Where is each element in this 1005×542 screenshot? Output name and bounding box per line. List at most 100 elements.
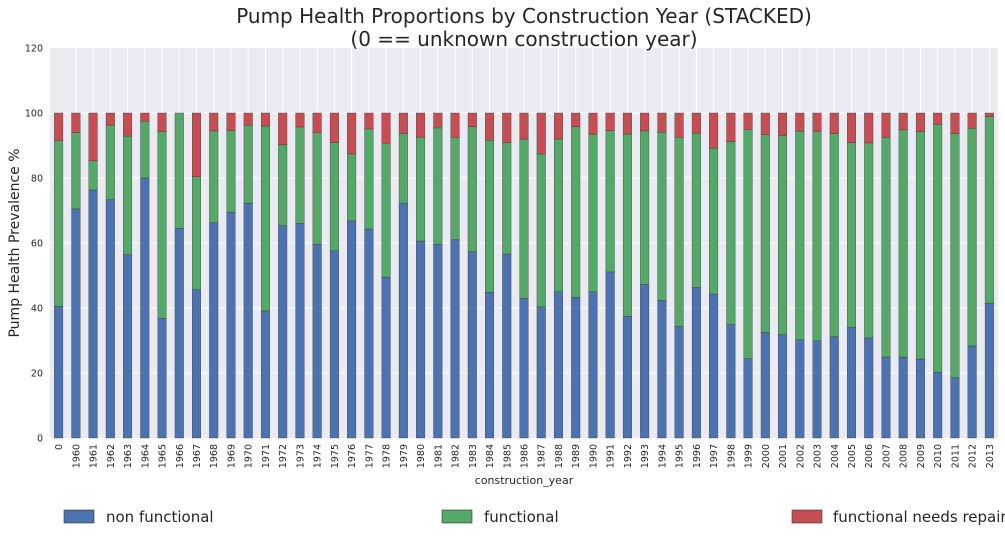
bar-functional	[588, 133, 598, 292]
bar-non-functional	[347, 220, 357, 439]
bar-functional	[726, 141, 736, 325]
bar-functional	[381, 143, 391, 278]
x-tick-label: 2012	[968, 444, 979, 468]
y-tick-label: 40	[31, 304, 43, 315]
bar-non-functional	[450, 239, 460, 439]
bar-non-functional	[709, 293, 719, 439]
x-tick-label: 2004	[830, 444, 841, 468]
bar-non-functional	[864, 337, 874, 439]
bar-non-functional	[519, 298, 529, 439]
bar-functional-needs-repair	[123, 112, 133, 137]
legend: non functional functional functional nee…	[63, 508, 1005, 526]
x-tick-label: 1972	[278, 444, 289, 468]
bar-functional	[398, 133, 408, 204]
bar-functional	[915, 131, 925, 360]
bar-functional-needs-repair	[54, 112, 64, 141]
x-tick-label: 1969	[226, 444, 237, 468]
x-tick-label: 1973	[295, 444, 306, 468]
bar-non-functional	[295, 223, 305, 439]
bar-functional-needs-repair	[967, 112, 977, 129]
x-tick-label: 1994	[657, 444, 668, 468]
bar-non-functional	[640, 284, 650, 439]
bar-functional-needs-repair	[105, 112, 115, 126]
bar-functional-needs-repair	[347, 112, 357, 155]
bar-non-functional	[278, 225, 288, 439]
bar-non-functional	[691, 287, 701, 439]
bar-non-functional	[140, 177, 150, 439]
bar-functional-needs-repair	[933, 112, 943, 125]
bar-non-functional	[71, 208, 81, 439]
x-tick-label: 1977	[364, 444, 375, 468]
x-tick-label: 2008	[899, 444, 910, 468]
bar-functional	[812, 131, 822, 341]
x-tick-label: 2013	[985, 444, 996, 468]
x-tick-label: 1998	[726, 444, 737, 468]
bar-functional-needs-repair	[812, 112, 822, 132]
bar-functional-needs-repair	[485, 112, 495, 141]
bar-non-functional	[192, 289, 201, 439]
bar-non-functional	[881, 356, 891, 439]
x-tick-label: 2006	[864, 444, 875, 468]
bar-functional	[571, 126, 581, 298]
bar-non-functional	[467, 251, 477, 439]
bar-non-functional	[502, 253, 512, 439]
bar-non-functional	[984, 302, 994, 439]
bar-non-functional	[915, 358, 925, 439]
bar-functional-needs-repair	[536, 112, 546, 155]
bar-non-functional	[54, 306, 64, 439]
bar-functional	[364, 128, 374, 230]
bar-non-functional	[536, 306, 546, 439]
bar-non-functional	[674, 326, 684, 439]
bar-functional	[278, 144, 288, 226]
bar-functional-needs-repair	[467, 112, 477, 127]
bar-non-functional	[209, 222, 219, 439]
bar-functional-needs-repair	[416, 112, 426, 138]
chart-title-line1: Pump Health Proportions by Construction …	[236, 4, 812, 28]
x-tick-label: 1992	[623, 444, 634, 468]
x-tick-label: 2007	[881, 444, 892, 468]
bar-non-functional	[778, 334, 788, 439]
x-tick-label: 1989	[571, 444, 582, 468]
bars	[54, 112, 994, 439]
bar-functional-needs-repair	[260, 112, 270, 127]
bar-functional	[71, 132, 81, 210]
x-tick-label: 1997	[709, 444, 720, 468]
bar-functional-needs-repair	[881, 112, 891, 138]
bar-non-functional	[605, 271, 615, 439]
bar-functional-needs-repair	[829, 112, 839, 134]
bar-functional-needs-repair	[847, 112, 856, 143]
bar-functional	[140, 120, 150, 179]
x-tick-label: 1996	[692, 444, 703, 468]
x-tick-label: 1995	[675, 444, 686, 468]
bar-non-functional	[364, 228, 374, 439]
bar-functional	[467, 126, 477, 252]
bar-functional	[674, 137, 684, 327]
x-tick-label: 1999	[744, 444, 755, 468]
bar-non-functional	[622, 316, 632, 439]
x-tick-label: 1970	[244, 444, 255, 468]
x-tick-label: 2010	[933, 444, 944, 468]
bar-non-functional	[967, 345, 977, 439]
bar-functional	[536, 153, 546, 307]
bar-functional	[260, 125, 270, 312]
bar-functional	[88, 160, 98, 191]
x-axis-label: construction_year	[475, 474, 574, 487]
bar-functional-needs-repair	[381, 112, 391, 144]
x-tick-label: 1968	[209, 444, 220, 468]
bar-functional	[622, 133, 632, 317]
bar-non-functional	[571, 297, 581, 439]
bar-functional-needs-repair	[778, 112, 788, 136]
bar-non-functional	[398, 203, 408, 439]
bar-functional-needs-repair	[709, 112, 719, 149]
bar-non-functional	[243, 202, 253, 439]
bar-functional	[123, 135, 133, 255]
bar-non-functional	[260, 310, 270, 439]
bar-functional-needs-repair	[950, 112, 960, 134]
x-tick-label: 1983	[468, 444, 479, 468]
bar-non-functional	[123, 254, 133, 439]
x-tick-label: 1964	[140, 444, 151, 468]
bar-non-functional	[105, 199, 115, 439]
bar-functional	[743, 129, 753, 359]
x-tick-label: 1967	[192, 444, 203, 468]
